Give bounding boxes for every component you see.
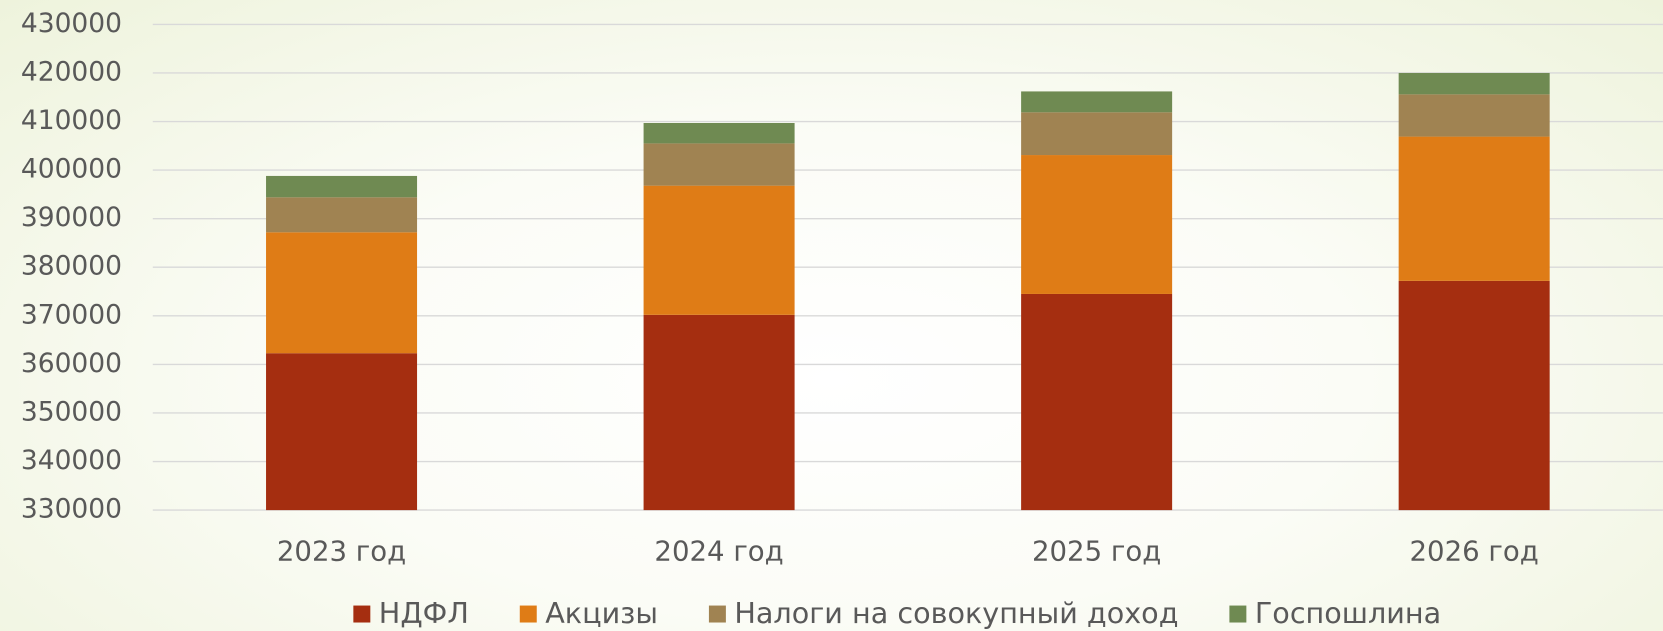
- y-tick-label: 430000: [21, 8, 122, 39]
- bar-segment: [1398, 280, 1550, 511]
- x-tick-label: 2023 год: [277, 535, 406, 568]
- bar-segment: [266, 232, 418, 354]
- y-tick-label: 390000: [21, 202, 122, 233]
- y-tick-label: 340000: [21, 445, 122, 476]
- bar-segment: [643, 314, 795, 511]
- legend-swatch: [708, 605, 726, 623]
- x-tick-label: 2026 год: [1410, 535, 1539, 568]
- bar-segment: [1398, 136, 1550, 281]
- bar-segment: [643, 122, 795, 144]
- y-tick-label: 420000: [21, 56, 122, 87]
- bar-segment: [266, 353, 418, 511]
- legend-label: Налоги на совокупный доход: [734, 596, 1178, 630]
- y-tick-label: 410000: [21, 105, 122, 136]
- y-tick-label: 360000: [21, 348, 122, 379]
- y-tick-label: 370000: [21, 299, 122, 330]
- legend-swatch: [353, 605, 371, 623]
- legend-label: Госпошлина: [1255, 596, 1441, 630]
- bar-segment: [643, 185, 795, 315]
- bar-segment: [1021, 293, 1173, 511]
- y-tick-label: 350000: [21, 396, 122, 427]
- bar-segment: [266, 175, 418, 198]
- legend-label: Акцизы: [545, 596, 658, 630]
- legend-swatch: [1229, 605, 1247, 623]
- x-tick-label: 2025 год: [1032, 535, 1161, 568]
- bar-segment: [1021, 91, 1173, 113]
- y-tick-label: 400000: [21, 154, 122, 185]
- y-tick-label: 380000: [21, 251, 122, 282]
- legend-swatch: [519, 605, 537, 623]
- legend-label: НДФЛ: [379, 596, 469, 630]
- bar-segment: [1398, 72, 1550, 95]
- bar-segment: [643, 143, 795, 186]
- x-tick-label: 2024 год: [654, 535, 783, 568]
- bar-segment: [1398, 94, 1550, 137]
- bar-segment: [266, 197, 418, 233]
- bar-segment: [1021, 112, 1173, 156]
- bar-segment: [1021, 155, 1173, 294]
- y-tick-label: 330000: [21, 494, 122, 525]
